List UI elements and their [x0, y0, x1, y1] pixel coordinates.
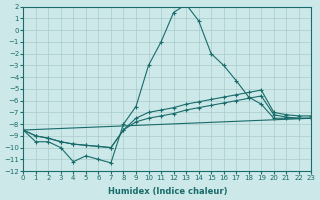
X-axis label: Humidex (Indice chaleur): Humidex (Indice chaleur) — [108, 187, 227, 196]
